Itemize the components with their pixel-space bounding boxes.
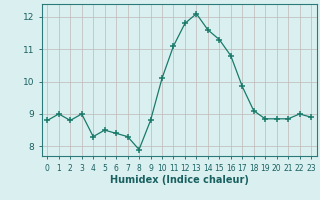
X-axis label: Humidex (Indice chaleur): Humidex (Indice chaleur) [110,175,249,185]
